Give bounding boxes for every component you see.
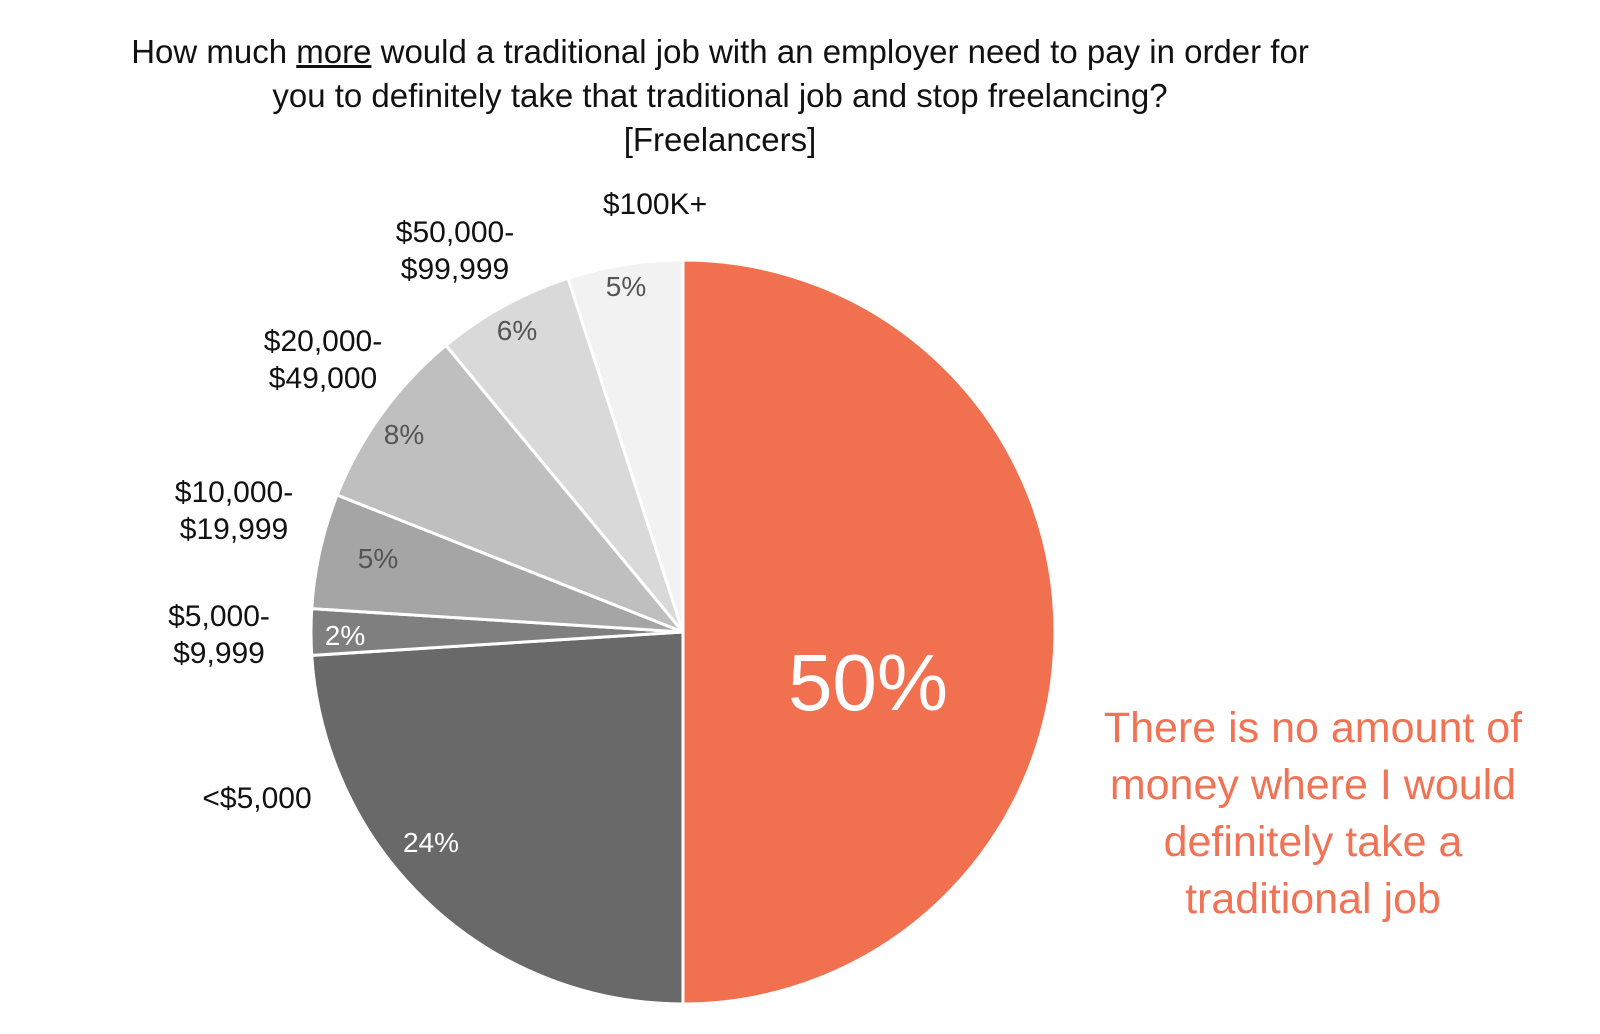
annotation-line-3: definitely take a <box>1163 818 1463 866</box>
category-label-line: $50,000- <box>396 216 514 249</box>
pie-slices <box>309 258 1057 1006</box>
category-label-line: $5,000- <box>168 600 270 633</box>
category-label-line: $99,999 <box>401 253 509 286</box>
category-label-line: $9,999 <box>173 637 265 670</box>
value-label-5-000: 24% <box>403 827 459 858</box>
title-emphasis: more <box>296 33 372 70</box>
chart-title: How much more would a traditional job wi… <box>20 30 1420 162</box>
title-line-3: [Freelancers] <box>623 121 817 158</box>
value-label-5-000-9-999: 2% <box>325 620 365 651</box>
annotation-line-4: traditional job <box>1185 875 1441 923</box>
category-label-line: $49,000 <box>269 362 377 395</box>
title-line-2: you to definitely take that traditional … <box>272 77 1168 114</box>
category-label-line: <$5,000 <box>202 782 311 815</box>
category-labels: <$5,000 $5,000- $9,999 $10,000- $19,999 $20,0… <box>168 188 707 815</box>
category-label-10-000-19-999: $10,000- $19,999 <box>175 476 293 546</box>
pie-slice-5-000 <box>310 630 685 1006</box>
category-label-50-000-99-999: $50,000- $99,999 <box>396 216 514 286</box>
value-label-100k: 5% <box>606 271 646 302</box>
annotation-line-2: money where I would <box>1109 761 1517 809</box>
value-label-there-is-no-amount-of-money-wh: 50% <box>788 638 948 727</box>
value-labels: 50% 24% 2% 5% 8% 6% 5% <box>325 271 948 858</box>
category-label-line: $100K+ <box>603 188 707 221</box>
value-label-20-000-49-000: 8% <box>384 419 424 450</box>
category-label-5-000: <$5,000 <box>202 782 311 815</box>
value-label-10-000-19-999: 5% <box>358 543 398 574</box>
pie-slice-20-000-49-000 <box>335 343 685 634</box>
pie-slice-there-is-no-amount-of-money-wh <box>681 258 1057 1006</box>
pie-slice-50-000-99-999 <box>443 276 685 633</box>
pie-slice-100k <box>566 258 685 633</box>
category-label-100k: $100K+ <box>603 188 707 221</box>
title-line-1-pre: How much <box>131 33 297 70</box>
category-label-line: $20,000- <box>264 325 382 358</box>
value-label-50-000-99-999: 6% <box>497 315 537 346</box>
no-amount-annotation: There is no amount of money where I would… <box>1058 700 1568 928</box>
category-label-20-000-49-000: $20,000- $49,000 <box>264 325 382 395</box>
title-line-1-post: would a traditional job with an employer… <box>371 33 1309 70</box>
annotation-line-1: There is no amount of <box>1103 704 1523 752</box>
title-line-1: How much more would a traditional job wi… <box>20 30 1420 74</box>
category-label-line: $10,000- <box>175 476 293 509</box>
category-label-line: $19,999 <box>180 513 288 546</box>
category-label-5-000-9-999: $5,000- $9,999 <box>168 600 270 670</box>
